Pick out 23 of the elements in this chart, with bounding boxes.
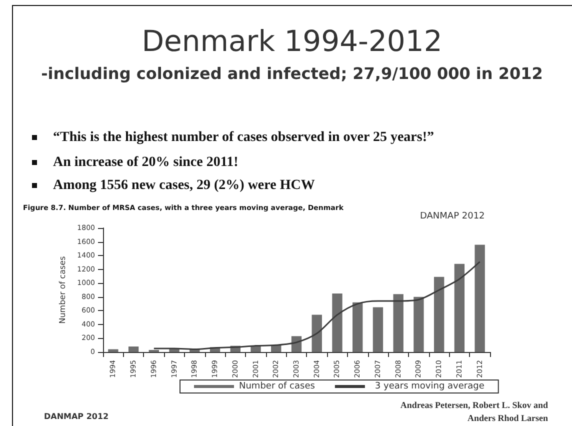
text: Andreas Petersen, Robert L. Skov and Anders Rhod Larsen <box>399 399 548 425</box>
bar <box>372 307 384 352</box>
bar <box>312 314 322 352</box>
bar <box>128 346 139 352</box>
bar <box>352 302 363 352</box>
bar <box>434 276 444 352</box>
text: “This is the highest number of cases observed in over 25 years!” <box>52 130 434 146</box>
legend-label: Number of cases <box>239 382 316 392</box>
chart-subtitle: -including colonized and infected; 27,9/100 000 in 2012 <box>40 64 544 83</box>
bar <box>393 294 404 352</box>
text: Among 1556 new cases, 29 (2%) were HCW <box>52 178 315 194</box>
bar <box>108 349 118 352</box>
bar <box>454 264 465 352</box>
text: DANMAP 2012 <box>44 412 109 421</box>
text: An increase of 20% since 2011! <box>52 155 238 171</box>
chart-title: Denmark 1994-2012 <box>140 24 444 58</box>
bar <box>474 244 485 352</box>
y-axis-title: Number of cases <box>58 256 67 324</box>
line-series <box>153 261 481 350</box>
text: DANMAP 2012 <box>420 212 485 222</box>
bar <box>332 293 342 352</box>
bar <box>414 296 424 352</box>
legend-label: 3 years moving average <box>374 382 485 392</box>
